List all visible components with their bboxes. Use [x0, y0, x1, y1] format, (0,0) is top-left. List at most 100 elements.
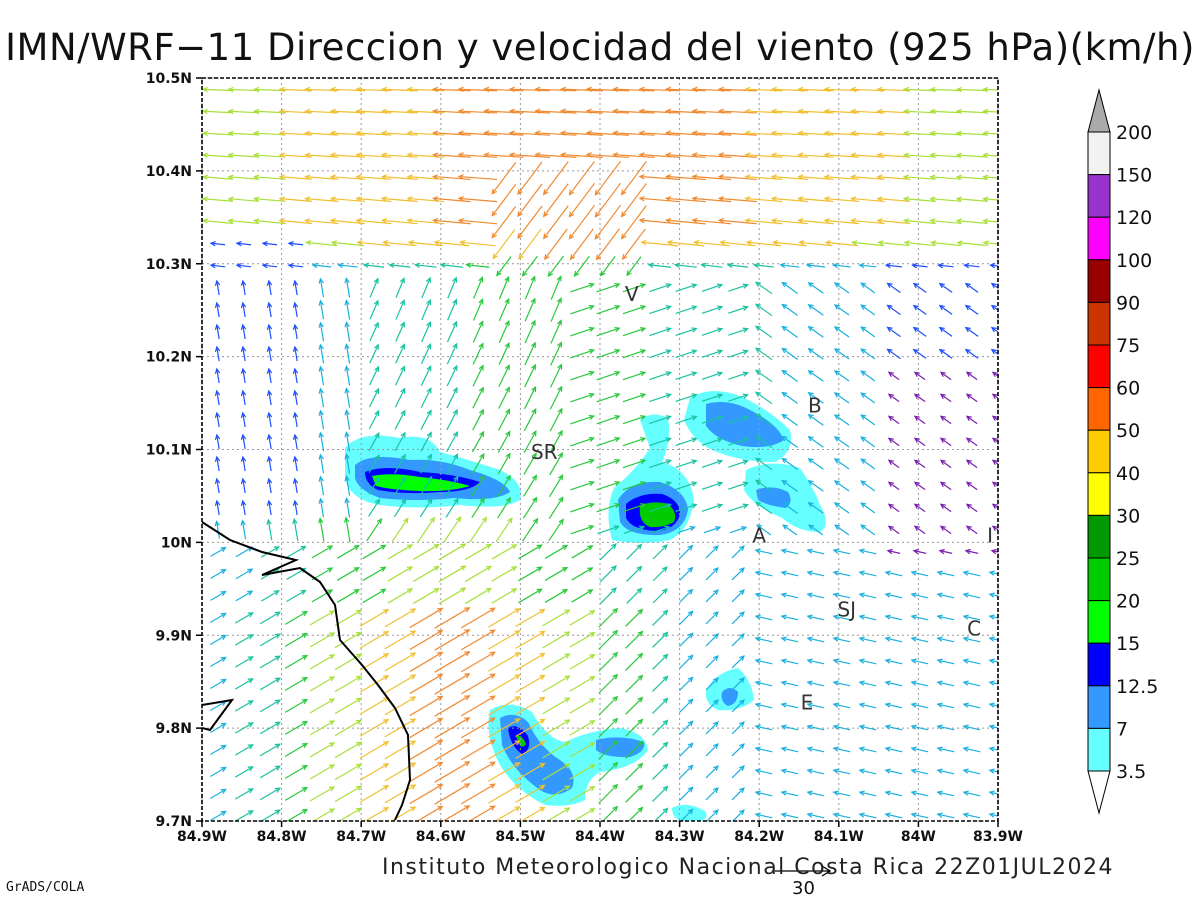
wind-arrow-head	[464, 673, 471, 679]
wind-arrow-head	[754, 303, 762, 309]
wind-arrow-head	[808, 524, 815, 530]
wind-arrow	[344, 409, 351, 430]
wind-arrow	[391, 517, 409, 542]
wind-arrow-shaft	[550, 364, 562, 388]
wind-arrow-head	[620, 233, 627, 240]
wind-arrow	[259, 677, 281, 691]
wind-arrow-head	[355, 697, 363, 703]
wind-arrow	[542, 183, 569, 218]
wind-arrow	[259, 699, 281, 713]
wind-arrow-head	[639, 481, 647, 487]
wind-arrow-head	[355, 196, 362, 202]
wind-arrow-head	[691, 415, 698, 421]
wind-arrow-shaft	[859, 593, 877, 599]
wind-arrow-shaft	[446, 431, 458, 453]
wind-arrow	[705, 655, 719, 669]
wind-arrow-shaft	[543, 183, 569, 217]
wind-arrow-shaft	[675, 459, 697, 469]
wind-arrow	[939, 393, 952, 403]
wind-arrow	[744, 86, 783, 93]
wind-arrow-head	[713, 545, 719, 551]
wind-arrow	[369, 321, 379, 342]
wind-arrow-shaft	[598, 718, 618, 738]
wind-arrow	[384, 608, 417, 628]
wind-arrow-shaft	[415, 264, 437, 268]
wind-arrow	[612, 108, 655, 114]
wind-arrow-head	[539, 762, 546, 768]
wind-arrow-head	[292, 367, 299, 374]
wind-arrow-head	[353, 545, 360, 551]
wind-arrow	[457, 86, 498, 93]
wind-arrow-shaft	[387, 588, 413, 604]
wind-arrow-head	[991, 415, 998, 422]
wind-arrow	[210, 810, 227, 821]
wind-arrow-head	[781, 281, 788, 288]
wind-arrow	[991, 481, 998, 488]
wind-arrow	[259, 633, 281, 647]
wind-arrow-shaft	[286, 809, 308, 821]
wind-arrow-head	[614, 348, 621, 355]
wind-arrow-shaft	[524, 342, 536, 366]
wind-arrow	[522, 496, 538, 519]
wind-arrow-head	[214, 455, 221, 462]
wind-arrow-shaft	[345, 278, 351, 298]
wind-arrow-head	[770, 218, 777, 224]
wind-arrow	[754, 548, 773, 555]
wind-arrow-shaft	[498, 320, 510, 344]
wind-arrow-shaft	[409, 651, 443, 673]
wind-arrow	[457, 130, 498, 136]
wind-arrow-head	[594, 189, 601, 196]
colorbar-swatch	[1087, 642, 1111, 687]
wind-arrow-head	[433, 565, 440, 572]
wind-arrow-head	[569, 254, 576, 261]
wind-arrow-shaft	[241, 520, 247, 540]
wind-arrow-head	[955, 130, 962, 137]
wind-arrow	[384, 630, 417, 650]
wind-arrow-head	[252, 86, 260, 93]
wind-arrow-shaft	[781, 703, 799, 709]
wind-arrow-head	[834, 524, 841, 530]
wind-arrow-shaft	[550, 342, 562, 366]
wind-arrow-shaft	[989, 747, 998, 751]
wind-arrow-shaft	[989, 813, 998, 817]
wind-arrow-head	[620, 211, 627, 218]
wind-arrow	[598, 673, 619, 694]
wind-arrow-head	[687, 742, 694, 749]
wind-arrow	[806, 724, 825, 731]
wind-arrow-shaft	[705, 699, 719, 713]
wind-arrow-head	[739, 743, 745, 749]
wind-arrow	[329, 196, 365, 203]
wind-arrow-shaft	[445, 476, 459, 496]
wind-arrow-head	[912, 282, 919, 289]
wind-arrow-shaft	[745, 88, 783, 92]
wind-arrow	[884, 724, 903, 731]
wind-arrow-shaft	[911, 769, 929, 775]
wind-arrow	[779, 262, 800, 269]
wind-arrow-shaft	[596, 503, 620, 513]
wind-arrow-shaft	[309, 698, 335, 714]
wind-arrow-head	[858, 768, 865, 774]
wind-arrow	[234, 634, 254, 646]
wind-arrow-shaft	[413, 566, 439, 582]
wind-arrow	[491, 588, 518, 604]
wind-arrow	[884, 768, 903, 775]
wind-arrow	[640, 239, 679, 247]
wind-arrow	[585, 86, 630, 93]
wind-arrow	[420, 365, 432, 386]
wind-arrow	[472, 364, 484, 387]
wind-arrow	[717, 196, 757, 203]
wind-arrow-shaft	[937, 615, 955, 621]
wind-arrow-head	[344, 431, 350, 438]
wind-arrow-head	[742, 503, 749, 509]
wind-arrow	[832, 724, 851, 731]
wind-arrow	[344, 497, 351, 518]
colorbar-label: 75	[1116, 335, 1140, 357]
wind-arrow-head	[807, 369, 814, 376]
wind-arrow-shaft	[488, 608, 520, 628]
wind-arrow-shaft	[937, 747, 955, 753]
wind-arrow-shaft	[781, 659, 799, 665]
speed-contour-7	[721, 688, 738, 706]
wind-arrow-head	[530, 297, 536, 304]
wind-arrow-head	[739, 545, 745, 551]
wind-arrow-head	[240, 411, 247, 418]
